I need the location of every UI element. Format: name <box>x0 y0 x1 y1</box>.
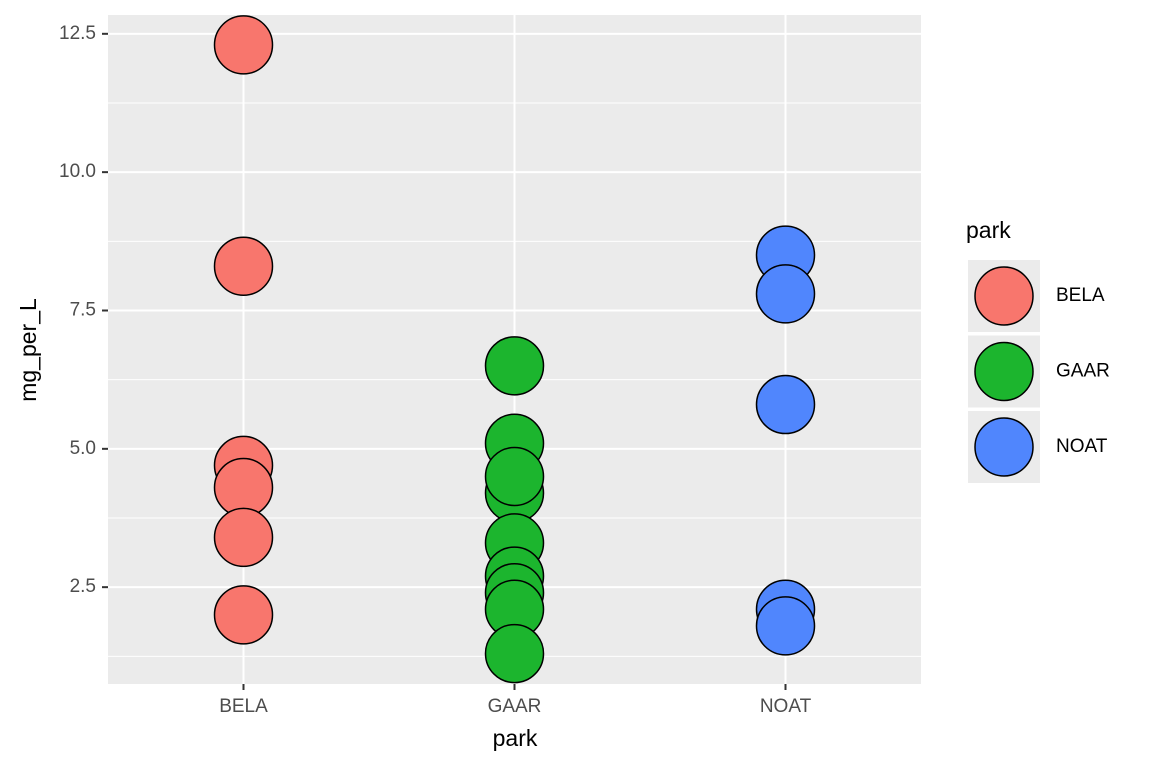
point <box>755 374 816 435</box>
point <box>484 623 545 684</box>
x-tick-label: GAAR <box>488 696 542 717</box>
point <box>755 264 816 324</box>
point <box>213 507 274 568</box>
legend-marker <box>974 341 1034 402</box>
legend-label: BELA <box>1056 285 1105 306</box>
y-tick-label: 12.5 <box>59 23 96 44</box>
x-axis-title: park <box>493 725 538 751</box>
point <box>484 446 545 507</box>
point <box>484 336 545 396</box>
x-tick-label: NOAT <box>760 696 812 717</box>
legend-label: GAAR <box>1056 361 1110 382</box>
y-tick-label: 5.0 <box>70 438 96 459</box>
y-tick-label: 2.5 <box>70 576 96 597</box>
point <box>213 15 274 75</box>
y-axis-title: mg_per_L <box>15 298 41 402</box>
y-tick-label: 10.0 <box>59 161 96 182</box>
point <box>213 236 274 296</box>
legend-label: NOAT <box>1056 436 1108 457</box>
point <box>213 585 274 645</box>
legend-title: park <box>966 217 1011 243</box>
x-tick-label: BELA <box>219 696 268 717</box>
point <box>755 596 816 656</box>
y-tick-label: 7.5 <box>70 300 96 321</box>
legend-marker <box>974 417 1034 477</box>
legend-marker <box>974 266 1034 326</box>
